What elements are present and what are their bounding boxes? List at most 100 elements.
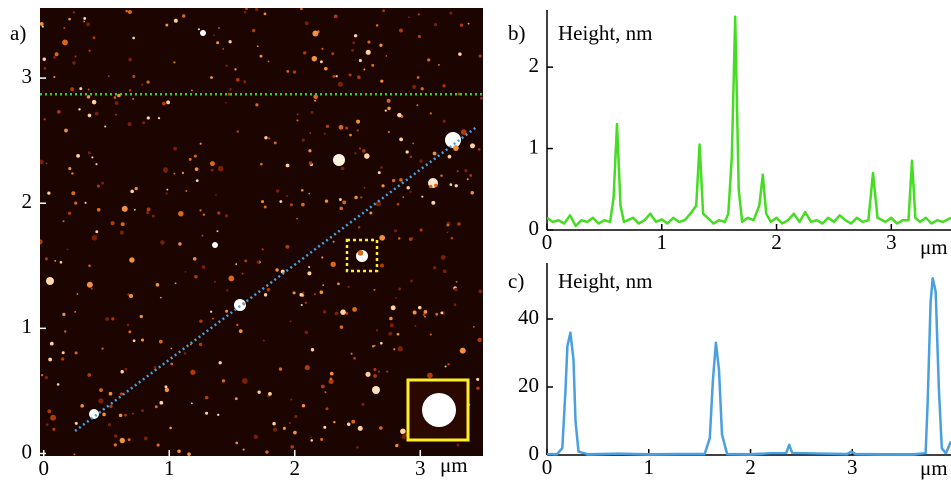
- speckle: [199, 209, 202, 212]
- speckle: [64, 330, 67, 333]
- speckle: [286, 70, 290, 73]
- speckle: [53, 56, 56, 59]
- speckle: [57, 110, 61, 114]
- speckle: [132, 74, 136, 79]
- speckle: [153, 366, 157, 370]
- speckle: [357, 226, 361, 229]
- speckle: [438, 63, 440, 66]
- speckle: [386, 370, 389, 373]
- speckle: [431, 200, 436, 205]
- speckle: [396, 332, 400, 336]
- speckle: [178, 211, 184, 217]
- speckle: [464, 168, 468, 173]
- speckle: [221, 379, 226, 383]
- height-profile: [547, 15, 951, 228]
- speckle: [107, 75, 110, 78]
- speckle: [261, 248, 264, 251]
- speckle: [322, 284, 325, 287]
- speckle: [424, 315, 426, 318]
- speckle: [113, 96, 117, 99]
- speckle: [228, 275, 235, 282]
- speckle: [169, 426, 172, 430]
- speckle: [373, 368, 377, 372]
- speckle: [427, 58, 431, 62]
- speckle: [310, 436, 313, 439]
- speckle: [40, 22, 44, 26]
- speckle: [201, 265, 206, 269]
- speckle: [408, 237, 413, 241]
- speckle: [215, 194, 217, 196]
- speckle: [371, 63, 375, 67]
- speckle: [379, 43, 383, 47]
- speckle: [188, 157, 192, 161]
- speckle: [276, 189, 280, 193]
- speckle: [301, 202, 305, 207]
- speckle: [342, 200, 347, 205]
- speckle: [173, 172, 176, 175]
- speckle: [174, 282, 177, 285]
- speckle: [416, 76, 420, 79]
- speckle: [330, 261, 336, 268]
- speckle: [396, 202, 400, 206]
- speckle: [444, 365, 447, 368]
- speckle: [262, 339, 265, 342]
- speckle: [256, 260, 260, 264]
- speckle: [68, 167, 72, 171]
- speckle: [290, 445, 294, 449]
- speckle: [60, 357, 65, 361]
- speckle: [412, 310, 417, 315]
- y-tick-label: 0: [22, 439, 33, 463]
- speckle: [41, 25, 44, 28]
- speckle: [253, 434, 258, 439]
- speckle: [164, 385, 168, 389]
- speckle: [321, 47, 324, 50]
- speckle: [458, 52, 462, 56]
- speckle: [74, 351, 78, 355]
- speckle: [457, 92, 461, 96]
- speckle: [447, 362, 450, 366]
- speckle: [420, 87, 424, 91]
- speckle: [470, 191, 474, 195]
- speckle: [292, 291, 296, 295]
- speckle: [353, 356, 357, 360]
- speckle: [273, 141, 277, 145]
- speckle: [389, 316, 393, 321]
- speckle: [64, 128, 68, 133]
- speckle: [94, 111, 99, 116]
- x-tick-label: 2: [771, 230, 782, 254]
- speckle: [457, 222, 461, 226]
- speckle: [80, 404, 84, 408]
- speckle: [310, 111, 314, 114]
- speckle: [325, 124, 330, 128]
- speckle: [62, 312, 66, 317]
- speckle: [47, 191, 51, 195]
- speckle: [300, 303, 303, 307]
- speckle: [54, 52, 59, 57]
- speckle: [433, 22, 438, 27]
- speckle: [289, 422, 291, 424]
- speckle: [375, 329, 379, 332]
- speckle: [286, 194, 289, 197]
- speckle: [54, 259, 57, 262]
- y-tick-label: 0: [529, 441, 540, 465]
- speckle: [263, 12, 267, 16]
- speckle: [111, 317, 115, 321]
- x-tick-label: 0: [542, 230, 553, 254]
- speckle: [255, 8, 259, 12]
- speckle: [267, 60, 270, 63]
- x-tick-label: 1: [644, 455, 655, 479]
- speckle: [308, 265, 311, 269]
- x-unit: μm: [920, 235, 948, 259]
- speckle: [87, 373, 92, 377]
- speckle: [454, 184, 458, 188]
- speckle: [129, 294, 134, 298]
- speckle: [454, 287, 458, 292]
- speckle: [99, 388, 103, 393]
- speckle: [50, 414, 57, 421]
- speckle: [166, 100, 171, 105]
- speckle: [414, 324, 417, 327]
- speckle: [296, 113, 299, 116]
- speckle: [296, 119, 299, 122]
- speckle: [205, 411, 209, 415]
